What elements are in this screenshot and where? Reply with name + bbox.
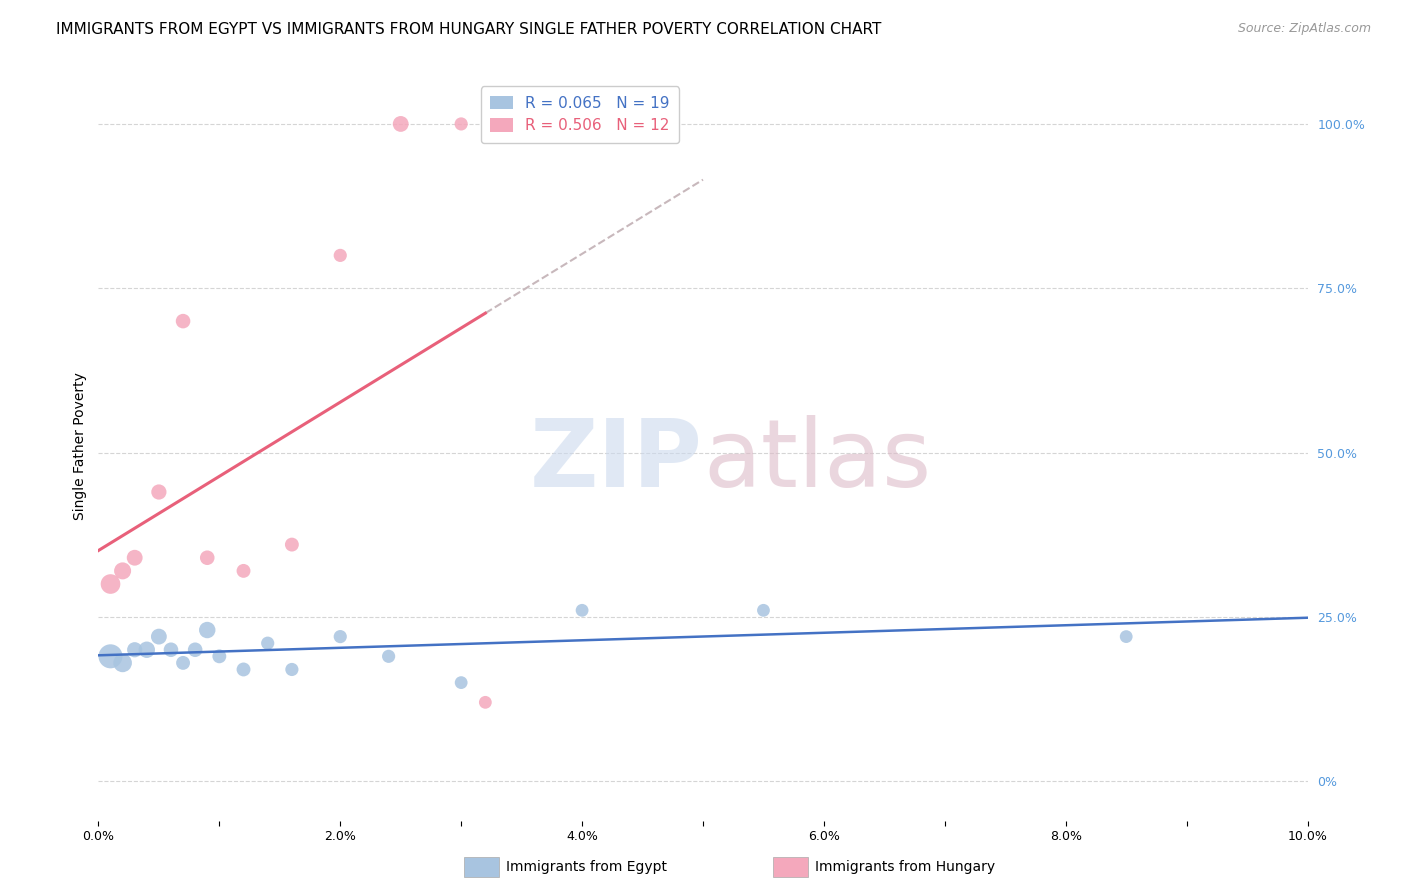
Text: IMMIGRANTS FROM EGYPT VS IMMIGRANTS FROM HUNGARY SINGLE FATHER POVERTY CORRELATI: IMMIGRANTS FROM EGYPT VS IMMIGRANTS FROM… <box>56 22 882 37</box>
Y-axis label: Single Father Poverty: Single Father Poverty <box>73 372 87 520</box>
Point <box>1115 630 1137 644</box>
Point <box>124 550 146 565</box>
Text: Immigrants from Hungary: Immigrants from Hungary <box>815 860 995 874</box>
Point <box>195 623 218 637</box>
Point <box>148 630 170 644</box>
Text: atlas: atlas <box>703 415 931 507</box>
Point <box>329 630 352 644</box>
Text: Source: ZipAtlas.com: Source: ZipAtlas.com <box>1237 22 1371 36</box>
Point <box>111 564 134 578</box>
Point <box>232 663 254 677</box>
Point <box>571 603 593 617</box>
Point <box>148 485 170 500</box>
Point <box>450 675 472 690</box>
Point <box>172 314 194 328</box>
Point <box>100 577 122 591</box>
Point <box>389 117 412 131</box>
Point <box>124 642 146 657</box>
Point <box>160 642 183 657</box>
Point <box>329 248 352 262</box>
Point <box>752 603 775 617</box>
Legend: R = 0.065   N = 19, R = 0.506   N = 12: R = 0.065 N = 19, R = 0.506 N = 12 <box>481 87 679 143</box>
Point <box>111 656 134 670</box>
Text: Immigrants from Egypt: Immigrants from Egypt <box>506 860 668 874</box>
Point <box>232 564 254 578</box>
Point <box>281 663 304 677</box>
Point <box>474 695 496 709</box>
Point <box>208 649 231 664</box>
Point <box>100 649 122 664</box>
Point <box>172 656 194 670</box>
Point <box>184 642 207 657</box>
Point <box>281 538 304 552</box>
Text: ZIP: ZIP <box>530 415 703 507</box>
Point <box>377 649 399 664</box>
Point <box>195 550 218 565</box>
Point <box>135 642 157 657</box>
Point <box>256 636 278 650</box>
Point <box>450 117 472 131</box>
